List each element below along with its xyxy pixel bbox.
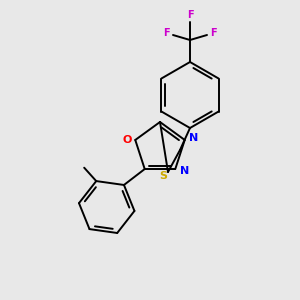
Text: F: F [187, 10, 193, 20]
Text: O: O [123, 135, 132, 145]
Text: N: N [189, 133, 198, 143]
Text: S: S [159, 171, 167, 181]
Text: F: F [210, 28, 217, 38]
Text: F: F [163, 28, 169, 38]
Text: N: N [180, 166, 189, 176]
